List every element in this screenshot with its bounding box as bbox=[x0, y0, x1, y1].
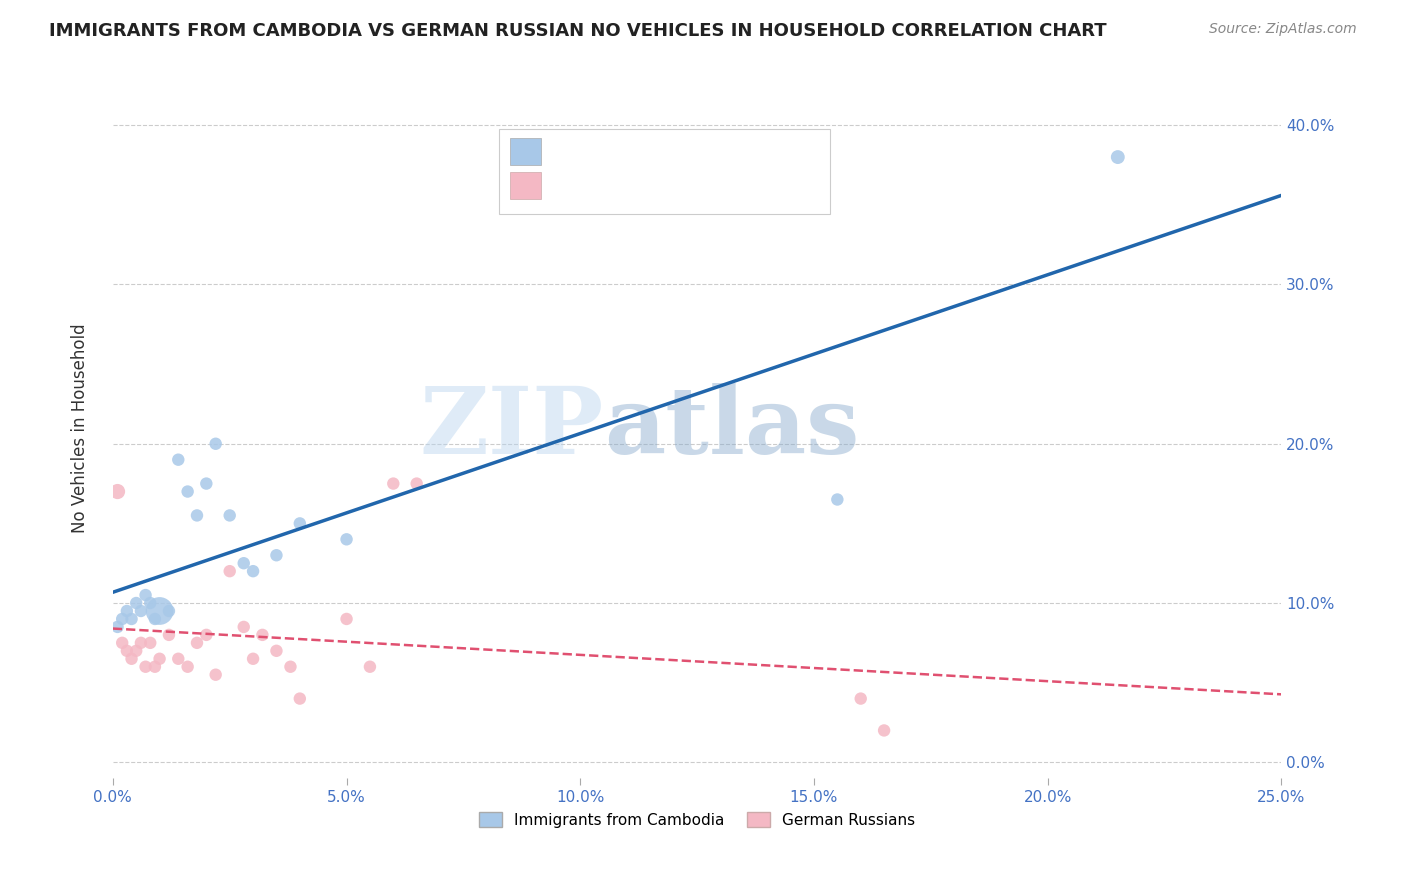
Point bbox=[121, 652, 143, 666]
Point bbox=[129, 604, 152, 618]
Point bbox=[143, 659, 166, 673]
Point bbox=[149, 604, 172, 618]
Point bbox=[111, 612, 134, 626]
Point bbox=[111, 636, 134, 650]
Point bbox=[204, 667, 226, 681]
Point bbox=[115, 604, 138, 618]
Point bbox=[143, 612, 166, 626]
Point bbox=[242, 652, 264, 666]
Point bbox=[827, 492, 849, 507]
Point bbox=[176, 659, 198, 673]
Point bbox=[186, 508, 208, 523]
Point bbox=[218, 508, 240, 523]
Point bbox=[266, 548, 288, 562]
Point bbox=[405, 476, 427, 491]
Point bbox=[335, 533, 357, 547]
Point bbox=[359, 659, 381, 673]
Point bbox=[232, 620, 254, 634]
Point bbox=[135, 659, 157, 673]
Point bbox=[115, 644, 138, 658]
Point bbox=[218, 564, 240, 578]
Point bbox=[1107, 150, 1129, 164]
Point bbox=[121, 612, 143, 626]
Text: R = 0.120: R = 0.120 bbox=[553, 177, 651, 194]
Legend: Immigrants from Cambodia, German Russians: Immigrants from Cambodia, German Russian… bbox=[472, 805, 921, 834]
Point bbox=[232, 556, 254, 570]
Point bbox=[382, 476, 405, 491]
Point bbox=[252, 628, 274, 642]
Text: ZIP: ZIP bbox=[419, 383, 603, 473]
Point bbox=[139, 596, 162, 610]
Point bbox=[107, 620, 129, 634]
Text: IMMIGRANTS FROM CAMBODIA VS GERMAN RUSSIAN NO VEHICLES IN HOUSEHOLD CORRELATION : IMMIGRANTS FROM CAMBODIA VS GERMAN RUSSI… bbox=[49, 22, 1107, 40]
Text: N = 24: N = 24 bbox=[689, 143, 756, 161]
Point bbox=[288, 516, 311, 531]
Point bbox=[167, 452, 190, 467]
Point bbox=[135, 588, 157, 602]
Point bbox=[167, 652, 190, 666]
Point bbox=[873, 723, 896, 738]
Point bbox=[139, 636, 162, 650]
Point bbox=[280, 659, 302, 673]
Point bbox=[195, 476, 218, 491]
Point bbox=[195, 628, 218, 642]
Text: N = 29: N = 29 bbox=[689, 177, 756, 194]
Point bbox=[204, 436, 226, 450]
Text: R = 0.749: R = 0.749 bbox=[553, 143, 651, 161]
Point bbox=[186, 636, 208, 650]
Point bbox=[849, 691, 872, 706]
Point bbox=[176, 484, 198, 499]
Point bbox=[125, 644, 148, 658]
Point bbox=[157, 628, 180, 642]
Point bbox=[157, 604, 180, 618]
Point bbox=[242, 564, 264, 578]
Point bbox=[266, 644, 288, 658]
Point bbox=[288, 691, 311, 706]
Point bbox=[129, 636, 152, 650]
Point bbox=[149, 652, 172, 666]
Point bbox=[125, 596, 148, 610]
Y-axis label: No Vehicles in Household: No Vehicles in Household bbox=[72, 323, 89, 533]
Point bbox=[335, 612, 357, 626]
Text: atlas: atlas bbox=[603, 383, 859, 473]
Point bbox=[107, 484, 129, 499]
Text: Source: ZipAtlas.com: Source: ZipAtlas.com bbox=[1209, 22, 1357, 37]
